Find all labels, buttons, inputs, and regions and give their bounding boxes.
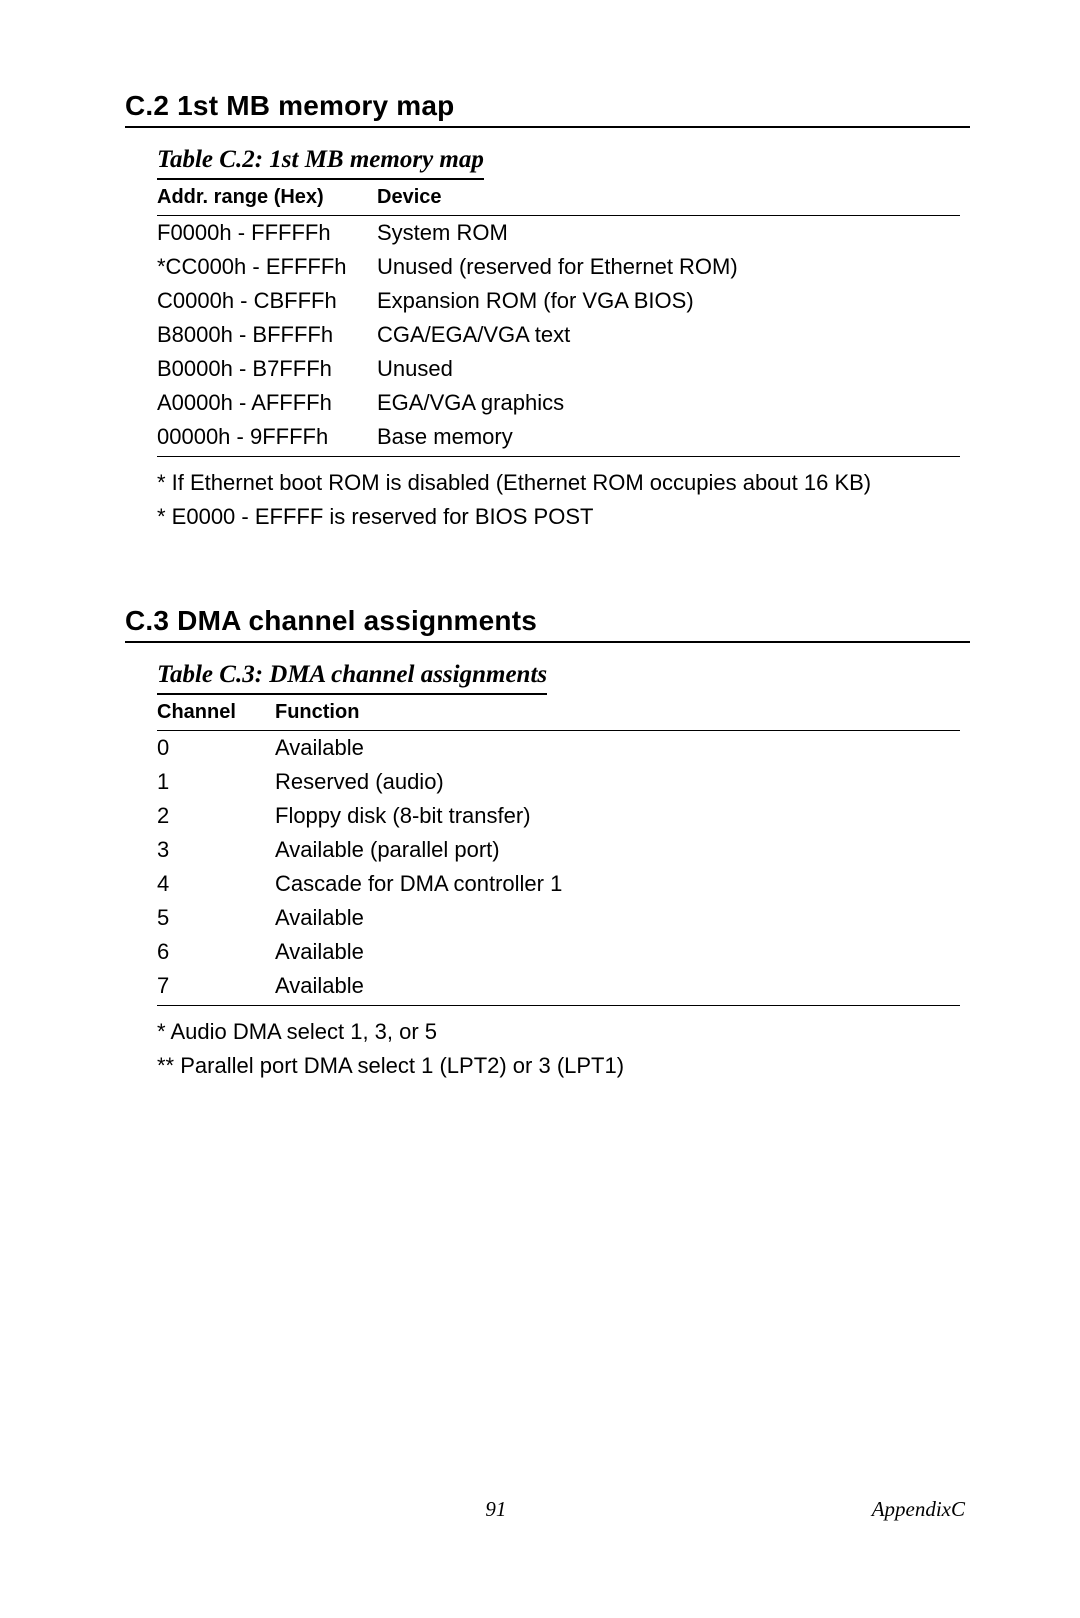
table-c2-body: F0000h - FFFFFhSystem ROM *CC000h - EFFF… — [157, 216, 960, 455]
table-row: B0000h - B7FFFhUnused — [157, 352, 960, 386]
table-row: C0000h - CBFFFhExpansion ROM (for VGA BI… — [157, 284, 960, 318]
note-text: * E0000 - EFFFF is reserved for BIOS POS… — [157, 501, 960, 533]
cell: System ROM — [377, 216, 960, 251]
cell: CGA/EGA/VGA text — [377, 318, 960, 352]
page-footer: 91 AppendixC — [0, 1497, 1080, 1522]
cell: Base memory — [377, 420, 960, 454]
table-row: 2Floppy disk (8-bit transfer) — [157, 799, 960, 833]
appendix-label: AppendixC — [872, 1497, 965, 1522]
table-row: F0000h - FFFFFhSystem ROM — [157, 216, 960, 251]
table-c2-col2-header: Device — [377, 180, 960, 216]
cell: Reserved (audio) — [275, 765, 960, 799]
cell: 7 — [157, 969, 275, 1003]
table-c2-title: Table C.2: 1st MB memory map — [157, 146, 484, 180]
table-c3-header-row: Channel Function — [157, 695, 960, 731]
cell: 3 — [157, 833, 275, 867]
table-row: 3Available (parallel port) — [157, 833, 960, 867]
section-c2-body: Table C.2: 1st MB memory map Addr. range… — [157, 146, 960, 533]
cell: 0 — [157, 730, 275, 765]
table-c2: Addr. range (Hex) Device F0000h - FFFFFh… — [157, 180, 960, 454]
section-c3-rule — [125, 641, 970, 643]
table-c3-body: 0Available 1Reserved (audio) 2Floppy dis… — [157, 730, 960, 1003]
cell: Available — [275, 730, 960, 765]
cell: 00000h - 9FFFFh — [157, 420, 377, 454]
table-row: A0000h - AFFFFhEGA/VGA graphics — [157, 386, 960, 420]
table-c2-notes: * If Ethernet boot ROM is disabled (Ethe… — [157, 467, 960, 533]
cell: C0000h - CBFFFh — [157, 284, 377, 318]
cell: Available — [275, 935, 960, 969]
cell: 5 — [157, 901, 275, 935]
table-c3-end-rule — [157, 1005, 960, 1006]
table-row: 7Available — [157, 969, 960, 1003]
cell: B8000h - BFFFFh — [157, 318, 377, 352]
section-c3-heading: C.3 DMA channel assignments — [125, 605, 970, 637]
note-text: * Audio DMA select 1, 3, or 5 — [157, 1016, 960, 1048]
cell: F0000h - FFFFFh — [157, 216, 377, 251]
cell: 2 — [157, 799, 275, 833]
section-c2-rule — [125, 126, 970, 128]
cell: 4 — [157, 867, 275, 901]
cell: Floppy disk (8-bit transfer) — [275, 799, 960, 833]
table-row: 00000h - 9FFFFhBase memory — [157, 420, 960, 454]
table-row: B8000h - BFFFFhCGA/EGA/VGA text — [157, 318, 960, 352]
page-number: 91 — [485, 1497, 506, 1522]
note-text: ** Parallel port DMA select 1 (LPT2) or … — [157, 1050, 960, 1082]
cell: Available (parallel port) — [275, 833, 960, 867]
table-row: 4Cascade for DMA controller 1 — [157, 867, 960, 901]
cell: Cascade for DMA controller 1 — [275, 867, 960, 901]
table-c2-col1-header: Addr. range (Hex) — [157, 180, 377, 216]
table-c3: Channel Function 0Available 1Reserved (a… — [157, 695, 960, 1003]
section-c3: C.3 DMA channel assignments Table C.3: D… — [125, 605, 970, 1082]
cell: Available — [275, 969, 960, 1003]
table-row: 6Available — [157, 935, 960, 969]
table-row: 5Available — [157, 901, 960, 935]
cell: Unused (reserved for Ethernet ROM) — [377, 250, 960, 284]
table-row: 0Available — [157, 730, 960, 765]
table-c2-header-row: Addr. range (Hex) Device — [157, 180, 960, 216]
table-c3-notes: * Audio DMA select 1, 3, or 5 ** Paralle… — [157, 1016, 960, 1082]
cell: Unused — [377, 352, 960, 386]
cell: B0000h - B7FFFh — [157, 352, 377, 386]
cell: Available — [275, 901, 960, 935]
table-row: *CC000h - EFFFFhUnused (reserved for Eth… — [157, 250, 960, 284]
section-c2-heading: C.2 1st MB memory map — [125, 90, 970, 122]
table-c3-col1-header: Channel — [157, 695, 275, 731]
table-c2-end-rule — [157, 456, 960, 457]
section-c3-body: Table C.3: DMA channel assignments Chann… — [157, 661, 960, 1082]
section-c2: C.2 1st MB memory map Table C.2: 1st MB … — [125, 90, 970, 533]
cell: *CC000h - EFFFFh — [157, 250, 377, 284]
table-c3-col2-header: Function — [275, 695, 960, 731]
cell: 6 — [157, 935, 275, 969]
note-text: * If Ethernet boot ROM is disabled (Ethe… — [157, 467, 960, 499]
cell: EGA/VGA graphics — [377, 386, 960, 420]
cell: Expansion ROM (for VGA BIOS) — [377, 284, 960, 318]
cell: 1 — [157, 765, 275, 799]
cell: A0000h - AFFFFh — [157, 386, 377, 420]
table-c3-title: Table C.3: DMA channel assignments — [157, 661, 547, 695]
table-row: 1Reserved (audio) — [157, 765, 960, 799]
